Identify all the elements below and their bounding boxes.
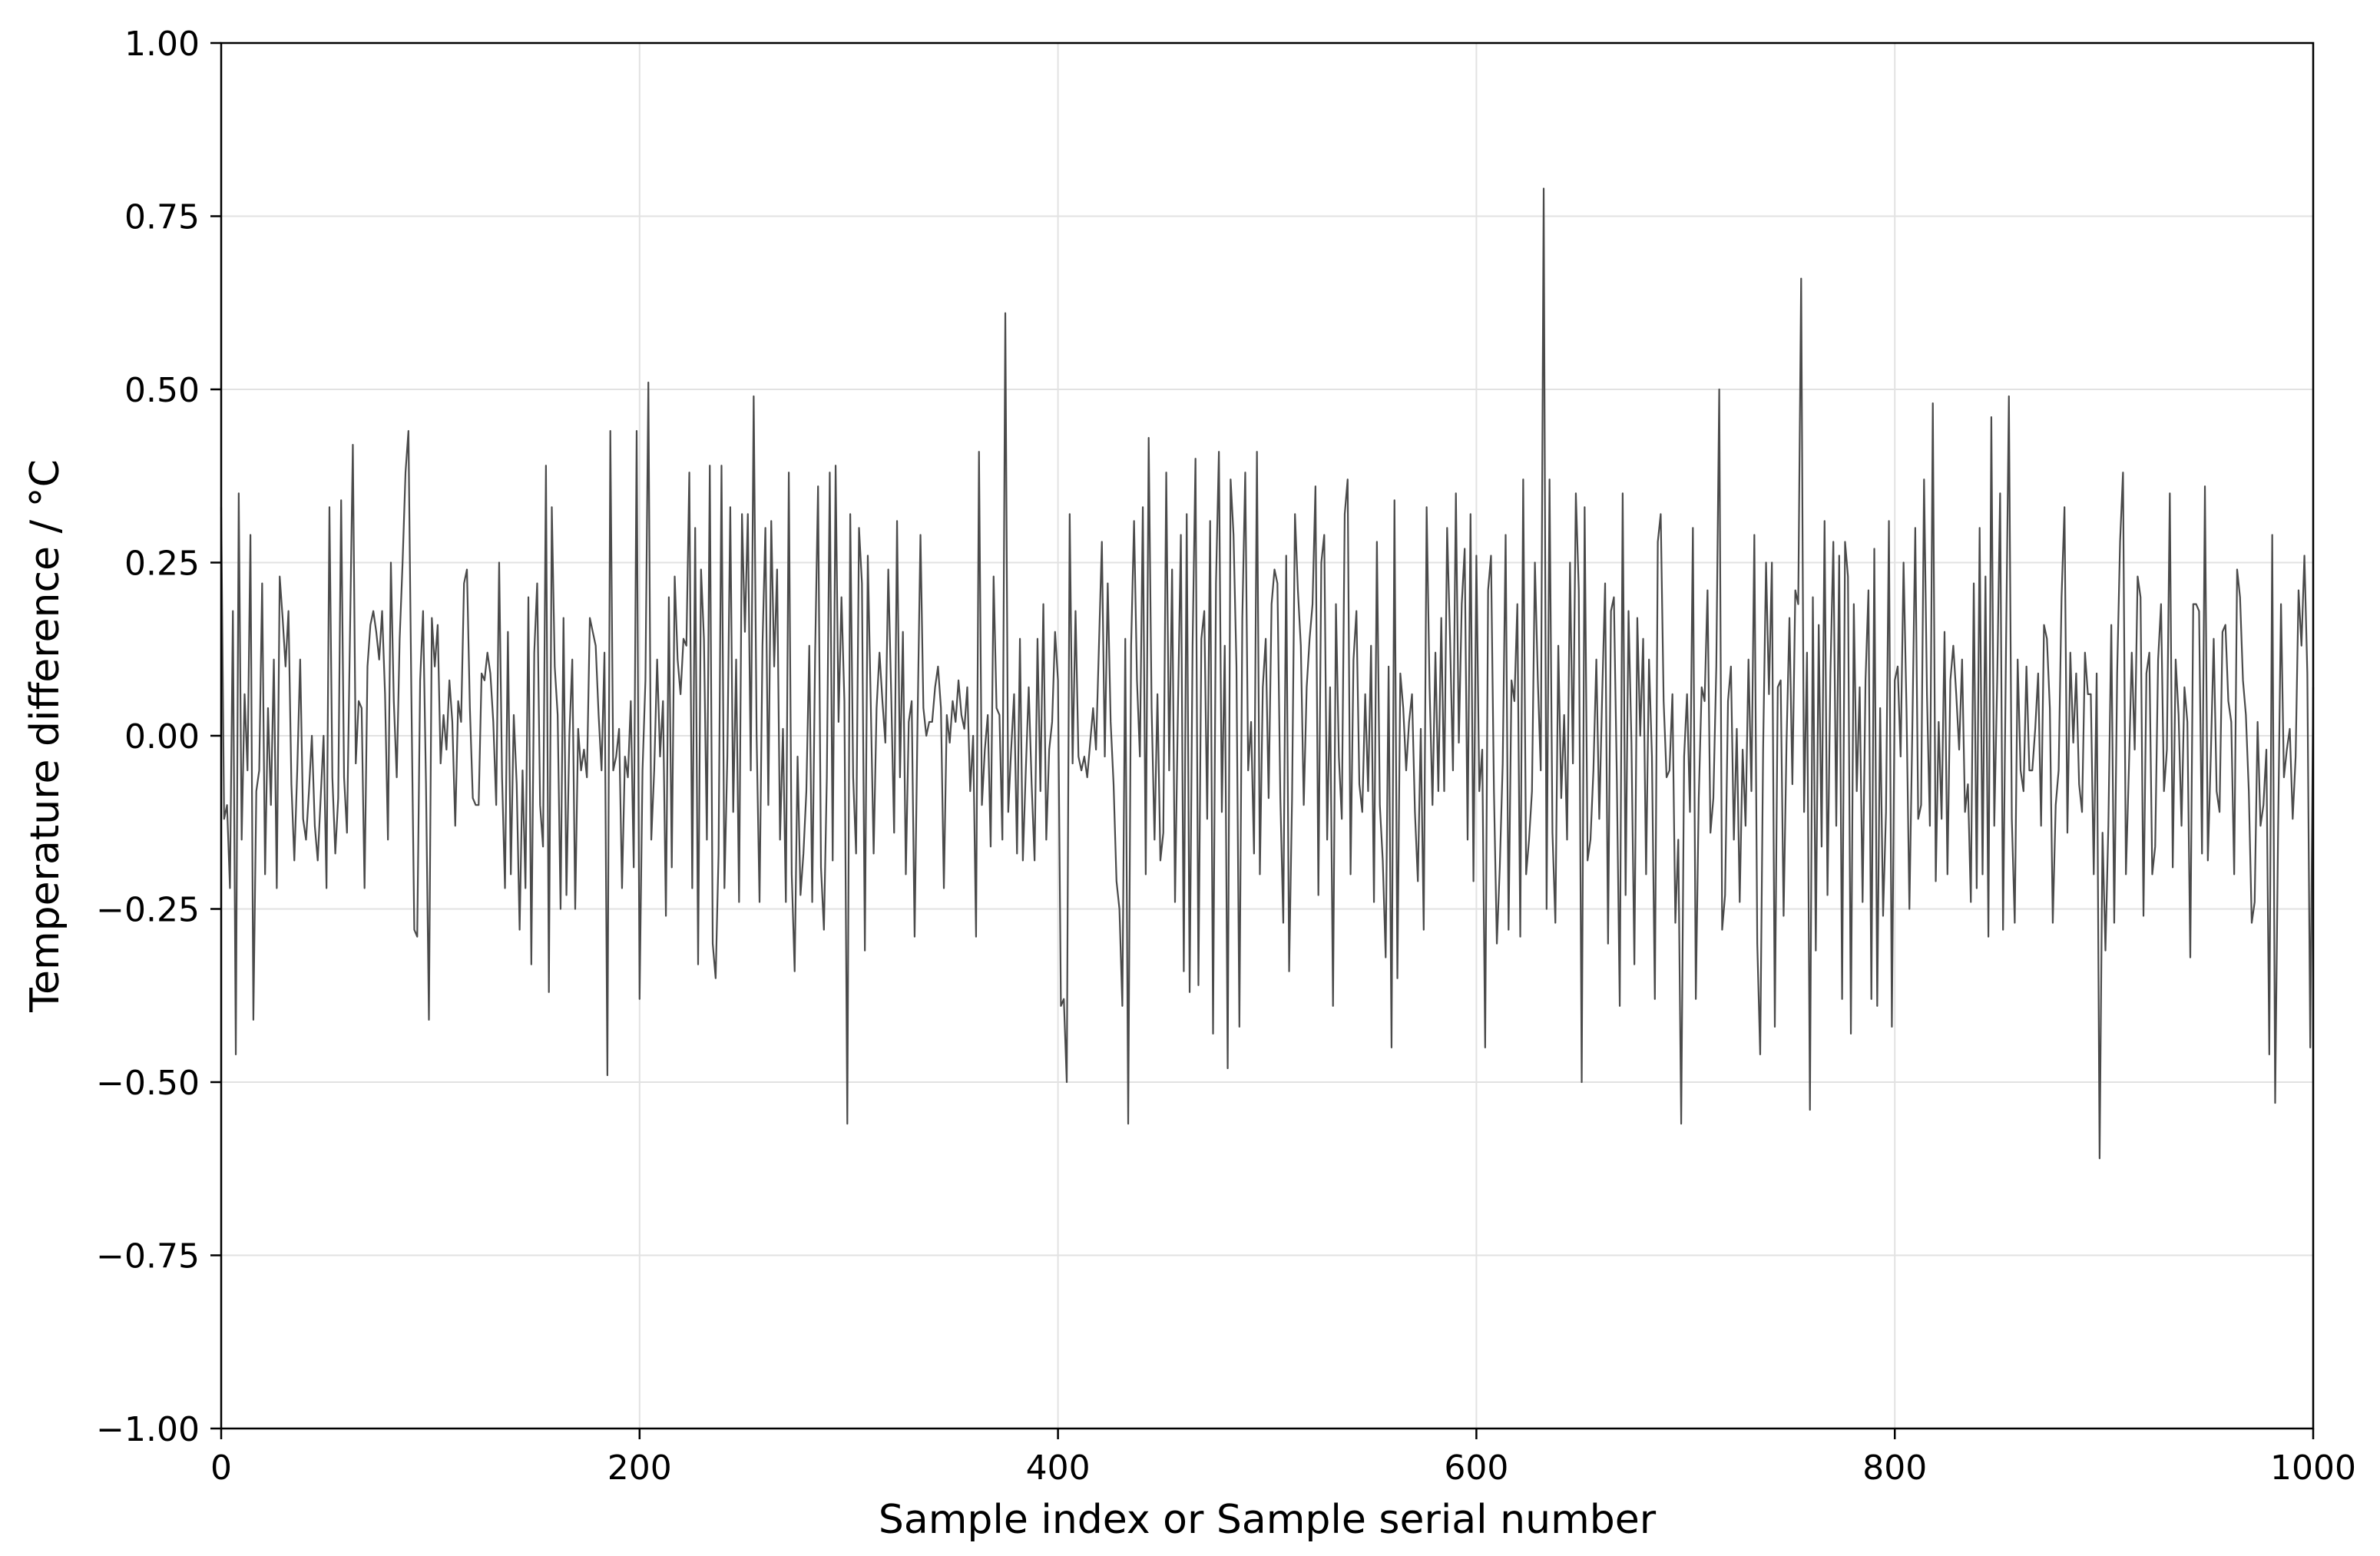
y-tick-label: −0.25 xyxy=(96,891,200,930)
x-tick-label: 0 xyxy=(210,1448,232,1488)
x-tick-label: 600 xyxy=(1444,1448,1508,1488)
y-tick-label: 0.00 xyxy=(124,717,200,756)
temperature-difference-series xyxy=(220,187,2315,1160)
x-tick-label: 200 xyxy=(607,1448,672,1488)
axis-ticks: 0 200 400 600 800 1000 −1.00 −0.75 −0.50 −0.25 0.0… xyxy=(96,25,2356,1488)
y-tick-label: −0.50 xyxy=(96,1064,200,1103)
y-tick-label: −1.00 xyxy=(96,1410,200,1449)
y-tick-label: −0.75 xyxy=(96,1237,200,1276)
x-tick-label: 400 xyxy=(1026,1448,1091,1488)
y-tick-label: 0.25 xyxy=(124,545,200,584)
x-tick-label: 800 xyxy=(1862,1448,1927,1488)
y-tick-label: 0.75 xyxy=(124,198,200,237)
y-axis-label: Temperature difference / °C xyxy=(22,459,68,1013)
x-tick-label: 1000 xyxy=(2270,1448,2356,1488)
y-tick-label: 1.00 xyxy=(124,25,200,64)
x-axis-label: Sample index or Sample serial number xyxy=(879,1497,1657,1543)
y-tick-label: 0.50 xyxy=(124,371,200,410)
